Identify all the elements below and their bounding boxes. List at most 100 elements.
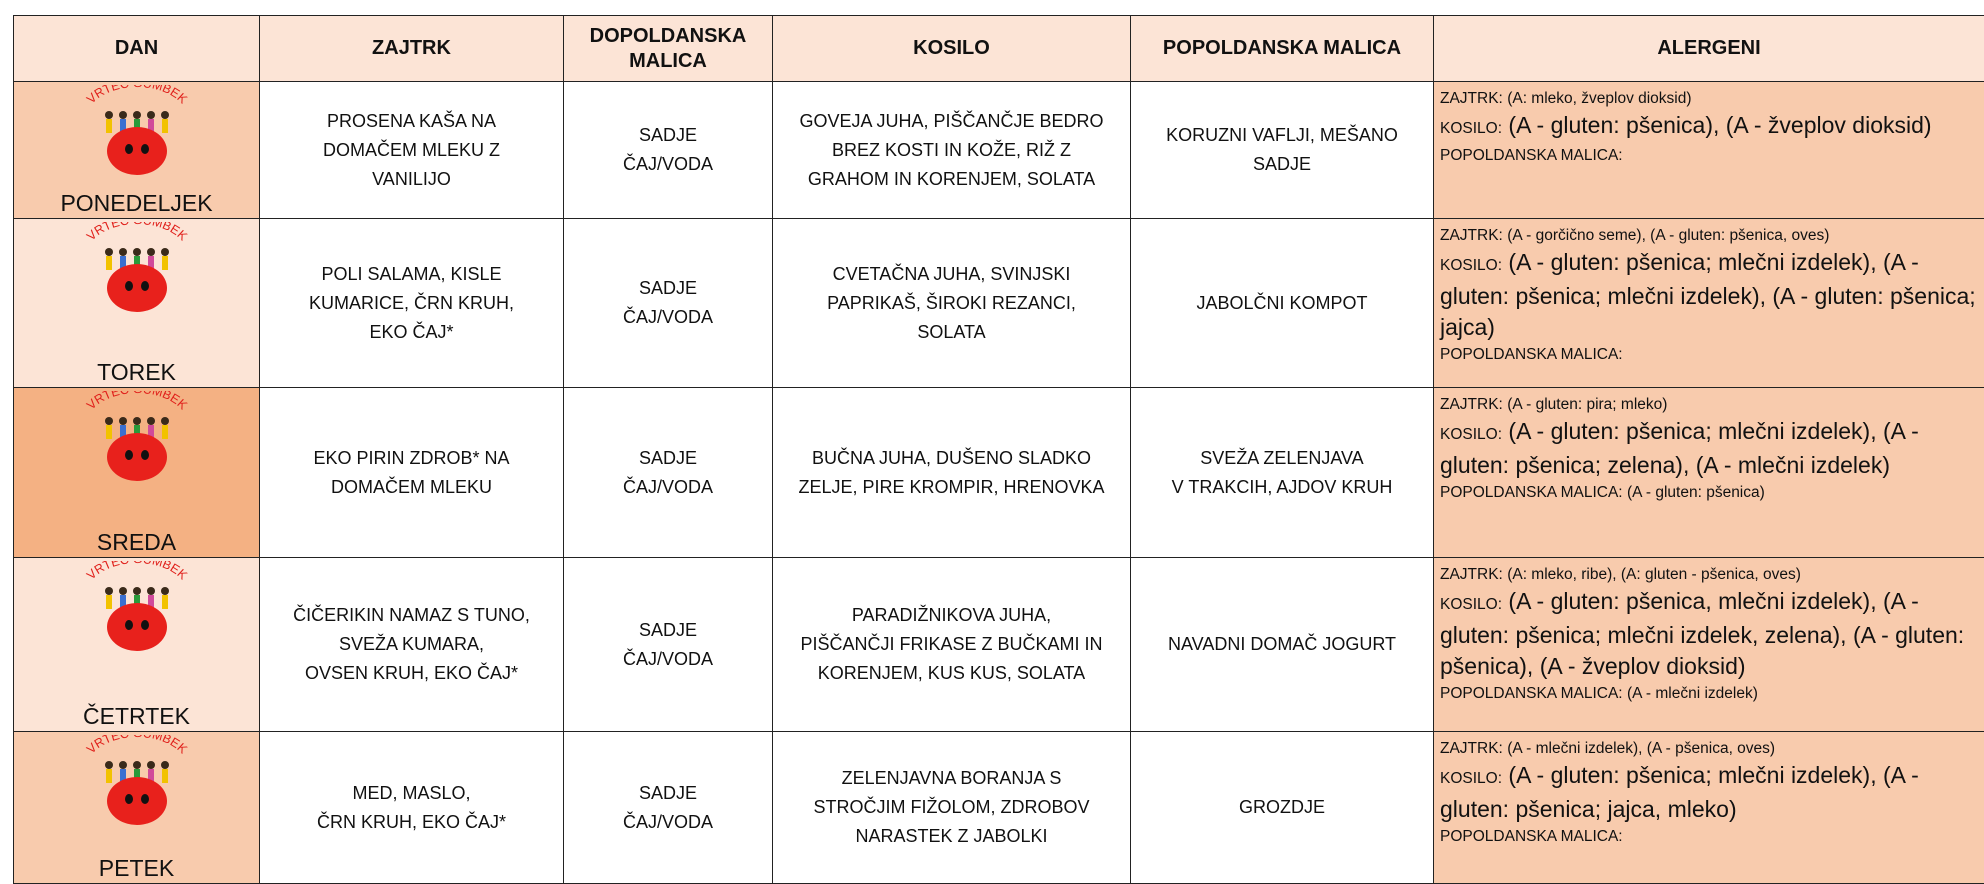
menu-line: KORUZNI VAFLJI, MEŠANO	[1166, 121, 1398, 150]
logo-figure-body	[106, 425, 112, 439]
allergen-label: ZAJTRK:	[1440, 740, 1503, 757]
menu-line: ČRN KRUH, EKO ČAJ*	[317, 808, 506, 837]
allergen-content: ZAJTRK: (A - mlečni izdelek), (A - pšeni…	[1434, 733, 1984, 883]
allergen-text: (A - gluten: pšenica)	[1627, 484, 1765, 501]
popoldanska-content: JABOLČNI KOMPOT	[1131, 220, 1433, 387]
logo: VRTEC GUMBEK	[77, 222, 197, 322]
menu-line: DOMAČEM MLEKU	[331, 473, 492, 502]
menu-line: EKO ČAJ*	[369, 318, 453, 347]
logo-text: VRTEC GUMBEK	[83, 561, 190, 583]
logo-figure-body	[106, 119, 112, 133]
menu-line: NAVADNI DOMAČ JOGURT	[1168, 630, 1396, 659]
day-cell: VRTEC GUMBEKČETRTEK	[14, 558, 260, 732]
day-name: TOREK	[97, 359, 176, 385]
allergen-line: KOSILO: (A - gluten: pšenica; mlečni izd…	[1440, 247, 1978, 343]
logo-figure-head	[105, 111, 113, 119]
logo-eye	[141, 620, 149, 630]
day-cell: VRTEC GUMBEKPETEK	[14, 732, 260, 884]
logo-figure-body	[106, 595, 112, 609]
menu-line: SOLATA	[917, 318, 985, 347]
column-header: KOSILO	[773, 16, 1131, 82]
zajtrk-cell: ČIČERIKIN NAMAZ S TUNO,SVEŽA KUMARA,OVSE…	[260, 558, 564, 732]
popoldanska-cell: JABOLČNI KOMPOT	[1131, 219, 1434, 388]
logo-figure-head	[161, 761, 169, 769]
logo-ball	[107, 433, 167, 481]
allergen-label: POPOLDANSKA MALICA:	[1440, 828, 1623, 845]
allergen-label: KOSILO:	[1440, 596, 1502, 613]
logo-eye	[125, 450, 133, 460]
allergen-line: ZAJTRK: (A - gorčično seme), (A - gluten…	[1440, 224, 1829, 247]
logo-figure-head	[161, 587, 169, 595]
logo-figure-head	[119, 587, 127, 595]
allergen-label: KOSILO:	[1440, 120, 1502, 137]
logo-figure-head	[105, 417, 113, 425]
menu-line: POLI SALAMA, KISLE	[321, 260, 501, 289]
allergen-cell: ZAJTRK: (A - gluten: pira; mleko)KOSILO:…	[1434, 388, 1984, 558]
menu-line: PARADIŽNIKOVA JUHA,	[852, 601, 1051, 630]
column-header: DOPOLDANSKA MALICA	[564, 16, 773, 82]
logo-figure-body	[162, 256, 168, 270]
column-header: ALERGENI	[1434, 16, 1984, 82]
allergen-line: POPOLDANSKA MALICA: (A - mlečni izdelek)	[1440, 682, 1758, 705]
logo-figure-head	[147, 761, 155, 769]
menu-line: ZELJE, PIRE KROMPIR, HRENOVKA	[798, 473, 1104, 502]
logo: VRTEC GUMBEK	[77, 561, 197, 661]
day-cell: VRTEC GUMBEK TOREK	[14, 219, 260, 388]
allergen-text: (A - gluten: pšenica; mlečni izdelek), (…	[1440, 249, 1976, 340]
popoldanska-content: NAVADNI DOMAČ JOGURT	[1131, 559, 1433, 731]
day-content: VRTEC GUMBEKPONEDELJEK	[14, 83, 259, 218]
column-header: POPOLDANSKA MALICA	[1131, 16, 1434, 82]
day-content: VRTEC GUMBEKSREDA	[14, 389, 259, 557]
logo-figure-head	[147, 587, 155, 595]
allergen-label: ZAJTRK:	[1440, 396, 1503, 413]
menu-line: ČAJ/VODA	[623, 150, 713, 179]
allergen-label: ZAJTRK:	[1440, 90, 1503, 107]
logo-figure-head	[133, 587, 141, 595]
logo-figure-head	[105, 587, 113, 595]
allergen-text: (A - gluten: pšenica, mlečni izdelek), (…	[1440, 588, 1964, 679]
logo-eye	[141, 450, 149, 460]
logo-text-path: VRTEC GUMBEK	[83, 391, 190, 413]
menu-line: ČAJ/VODA	[623, 645, 713, 674]
allergen-cell: ZAJTRK: (A: mleko, ribe), (A: gluten - p…	[1434, 558, 1984, 732]
popoldanska-content: GROZDJE	[1131, 733, 1433, 883]
menu-line: STROČJIM FIŽOLOM, ZDROBOV	[813, 793, 1089, 822]
day-content: VRTEC GUMBEKČETRTEK	[14, 559, 259, 731]
allergen-content: ZAJTRK: (A: mleko, ribe), (A: gluten - p…	[1434, 559, 1984, 731]
popoldanska-cell: GROZDJE	[1131, 732, 1434, 884]
header-text: ZAJTRK	[260, 36, 563, 61]
allergen-content: ZAJTRK: (A - gluten: pira; mleko)KOSILO:…	[1434, 389, 1984, 557]
menu-line: GOVEJA JUHA, PIŠČANČJE BEDRO	[799, 107, 1103, 136]
logo-figure-head	[147, 417, 155, 425]
allergen-label: KOSILO:	[1440, 257, 1502, 274]
logo-text-path: VRTEC GUMBEK	[83, 561, 190, 583]
logo-text: VRTEC GUMBEK	[83, 85, 190, 107]
logo-text-path: VRTEC GUMBEK	[83, 85, 190, 107]
menu-line: SADJE	[1253, 150, 1311, 179]
allergen-text: (A - mlečni izdelek), (A - pšenica, oves…	[1507, 740, 1775, 757]
logo-figure-body	[162, 769, 168, 783]
logo-ball	[107, 603, 167, 651]
menu-line: EKO PIRIN ZDROB* NA	[313, 444, 509, 473]
allergen-text: (A - gluten: pira; mleko)	[1507, 396, 1667, 413]
allergen-label: POPOLDANSKA MALICA:	[1440, 484, 1623, 501]
menu-line: BREZ KOSTI IN KOŽE, RIŽ Z	[832, 136, 1071, 165]
logo-figure-head	[105, 248, 113, 256]
allergen-text: (A - gluten: pšenica), (A - žveplov diok…	[1508, 112, 1931, 138]
logo-eye	[141, 794, 149, 804]
logo-text-path: VRTEC GUMBEK	[83, 222, 190, 244]
menu-line: GROZDJE	[1239, 793, 1325, 822]
